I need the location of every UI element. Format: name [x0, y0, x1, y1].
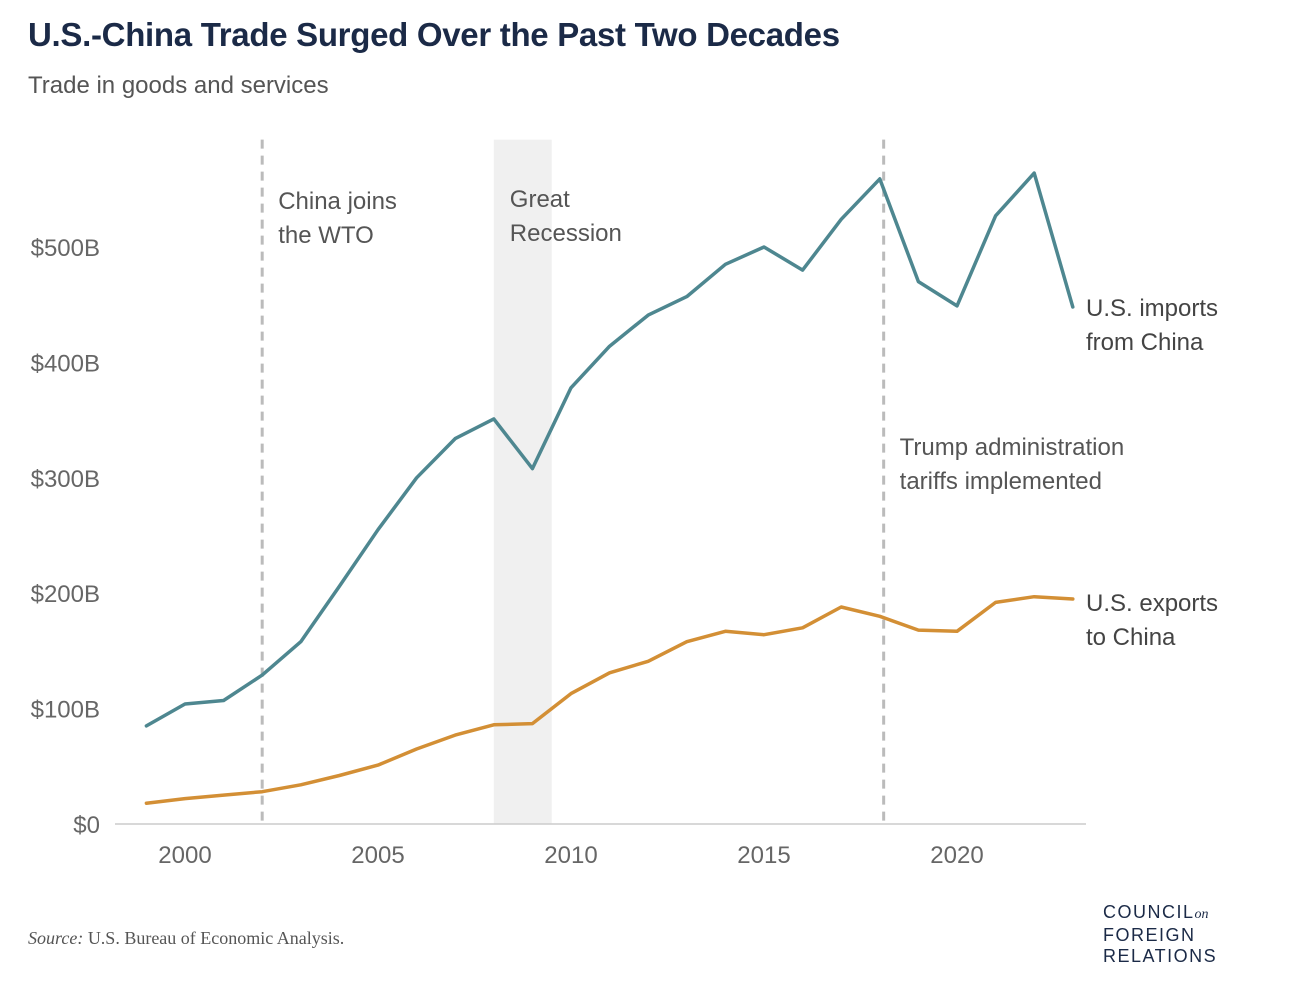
logo-line-foreign: FOREIGN: [1103, 925, 1196, 945]
logo-line-council: COUNCIL: [1103, 902, 1195, 922]
series-line-imports: [144, 171, 1075, 728]
chart-title: U.S.-China Trade Surged Over the Past Tw…: [28, 16, 840, 53]
source-note: Source: U.S. Bureau of Economic Analysis…: [28, 928, 344, 949]
series-label-imports-line-2: from China: [1086, 329, 1204, 356]
logo-on: on: [1194, 907, 1209, 922]
x-tick-label-2020: 2020: [930, 842, 983, 869]
annotation-label-recession-line-2: Recession: [510, 220, 622, 247]
x-tick-label-2005: 2005: [351, 842, 404, 869]
annotation-label-recession-line-1: Great: [510, 186, 570, 213]
x-tick-label-2015: 2015: [737, 842, 790, 869]
x-tick-label-2000: 2000: [158, 842, 211, 869]
y-tick-label-400: $400B: [31, 350, 100, 377]
y-tick-label-300: $300B: [31, 466, 100, 493]
series-label-exports-line-1: U.S. exports: [1086, 590, 1218, 617]
x-tick-label-2010: 2010: [544, 842, 597, 869]
series-line-exports: [144, 594, 1075, 805]
series-label-exports-line-2: to China: [1086, 624, 1176, 651]
recession-band: [493, 139, 552, 824]
source-text: U.S. Bureau of Economic Analysis.: [87, 928, 345, 948]
annotation-label-2-line-1: Trump administration: [900, 434, 1125, 461]
annotation-label-0-line-2: the WTO: [278, 222, 374, 249]
logo-line-relations: RELATIONS: [1103, 946, 1218, 966]
annotation-label-2-line-2: tariffs implemented: [900, 468, 1102, 495]
source-label: Source:: [28, 928, 84, 948]
cfr-logo: COUNCILon FOREIGN RELATIONS: [1103, 902, 1217, 967]
annotation-label-0-line-1: China joins: [278, 188, 397, 215]
y-tick-label-500: $500B: [31, 235, 100, 262]
chart-subtitle: Trade in goods and services: [28, 72, 329, 99]
series-label-imports-line-1: U.S. imports: [1086, 295, 1218, 322]
y-tick-label-100: $100B: [31, 697, 100, 724]
y-tick-label-0: $0: [73, 812, 100, 839]
y-tick-label-200: $200B: [31, 581, 100, 608]
